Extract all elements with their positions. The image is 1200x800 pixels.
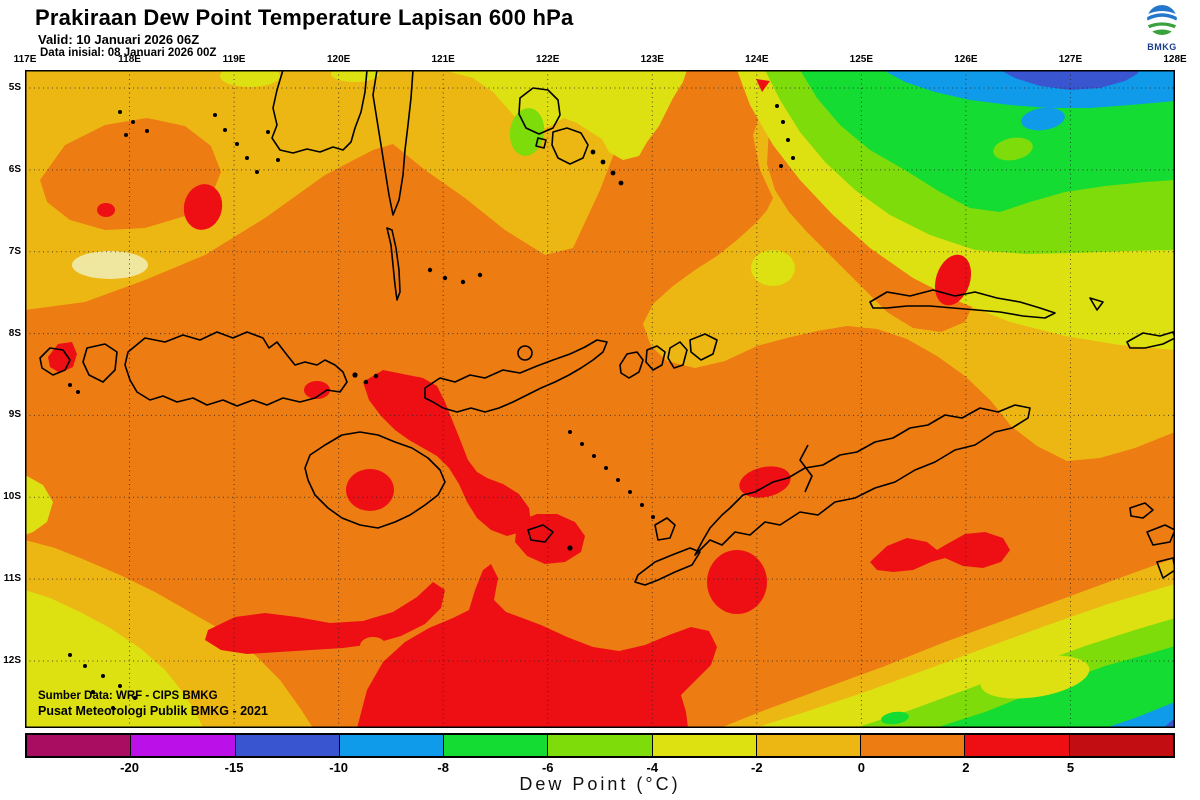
colorbar-tick-label: -6 [541,760,554,775]
lon-tick-label: 121E [431,54,455,65]
colorbar-tick-label: -4 [646,760,659,775]
lat-tick-label: 6S [8,163,21,175]
colorbar-tick-label: 2 [962,760,970,775]
colorbar-segment [1069,735,1173,756]
colorbar-title: Dew Point (°C) [519,774,681,794]
lon-tick-label: 118E [118,54,141,65]
data-source-credit: Sumber Data: WRF - CIPS BMKG [38,690,218,702]
lat-tick-label: 11S [3,573,21,585]
lat-tick-label: 10S [3,491,21,503]
lat-tick-label: 12S [3,654,21,666]
colorbar-segment [131,735,236,756]
colorbar-tick-label: -10 [329,760,349,775]
colorbar-tick-label: -20 [120,760,139,775]
contour-fill-layer [25,70,1175,728]
lon-tick-label: 124E [745,54,769,65]
colorbar-segment [27,735,132,756]
colorbar-segment [444,735,549,756]
colorbar-tick-label: -2 [751,760,763,775]
colorbar-tick-label: 5 [1066,760,1075,775]
lon-tick-label: 126E [954,54,978,65]
page-title: Prakiraan Dew Point Temperature Lapisan … [35,5,574,30]
lon-tick-label: 123E [640,54,664,65]
lon-tick-label: 119E [222,54,246,65]
grid-layer [25,70,1175,728]
lon-tick-label: 128E [1163,54,1187,65]
lon-tick-label: 122E [536,54,560,65]
valid-time-label: Valid: 10 Januari 2026 06Z [38,32,200,47]
lon-tick-label: 117E [13,54,37,65]
lon-tick-label: 120E [326,54,351,65]
colorbar-tick-label: 0 [857,760,865,775]
lon-tick-label: 125E [849,54,874,65]
colorbar [25,733,1175,758]
init-time-label: Data inisial: 08 Januari 2026 00Z [40,47,217,59]
lat-tick-label: 5S [8,82,21,93]
colorbar-segment [756,735,862,756]
weather-contour-map [25,70,1175,728]
lat-tick-label: 9S [8,409,21,421]
lat-tick-label: 8S [8,327,21,339]
colorbar-segment [965,735,1070,756]
publisher-credit: Pusat Meteorologi Publik BMKG - 2021 [38,704,268,718]
islet-dots [68,104,795,710]
bmkg-logo-icon [1147,5,1177,35]
colorbar-tick-label: -8 [437,760,449,775]
colorbar-tick-label: -15 [224,760,244,775]
colorbar-segment [339,735,445,756]
map-area: Sumber Data: WRF - CIPS BMKG Pusat Meteo… [25,70,1175,728]
colorbar-segment [652,735,757,756]
lat-tick-label: 7S [8,245,21,257]
lon-tick-label: 127E [1058,54,1083,65]
colorbar-segment [548,735,653,756]
colorbar-segment [235,735,340,756]
bmkg-logo-label: BMKG [1147,42,1177,52]
bmkg-logo: BMKG [1134,2,1190,52]
colorbar-segment [861,735,966,756]
coastline-layer [39,70,1175,710]
